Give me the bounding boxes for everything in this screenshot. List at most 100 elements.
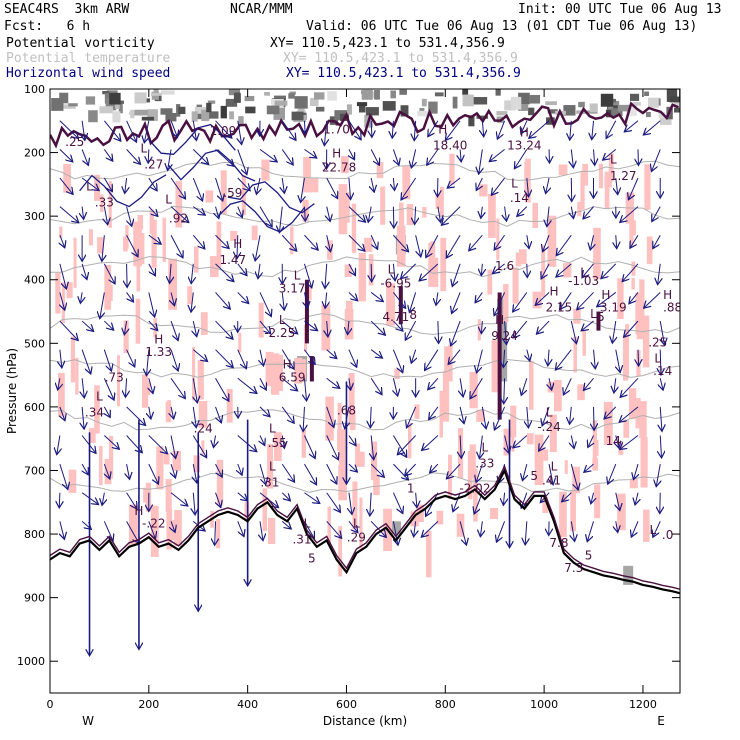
pv-shade-cell [156,446,164,490]
theta-contours [50,160,680,493]
wind-vector [430,463,439,472]
wind-vector [348,435,355,445]
wind-vector [170,263,171,283]
pv-label: L [269,459,276,473]
wind-vector [370,292,382,301]
wind-vector [527,235,529,247]
pv-label: .59 [223,186,242,200]
cloud-cell [421,98,427,107]
pv-shade-cell [100,194,104,213]
pv-shade-cell [479,184,488,197]
pv-shade-cell [622,335,629,381]
field-theta-range: XY= 110.5,423.1 to 531.4,356.9 [283,51,518,66]
wind-vector [503,492,504,505]
wind-vector [656,464,660,486]
cloud-cell [207,100,216,104]
cloud-cell [288,93,295,99]
pv-shade-cell [123,320,129,354]
pv-shade-cell [632,220,636,236]
cloud-cell [208,111,219,119]
wind-vector [592,120,594,139]
theta-contour [50,160,680,181]
wind-vector [126,206,132,226]
wind-vector [348,206,365,222]
pv-label: .33 [475,456,494,470]
wind-vector [460,406,464,423]
pv-label: L [86,180,93,194]
wind-vector [616,435,619,448]
wind-vector [127,464,130,478]
wind-vector [564,378,572,394]
wind-vector [59,177,73,194]
wind-vector [103,263,114,283]
wind-vector [170,177,185,198]
wind-vector [125,378,126,396]
wind-vector [429,406,439,419]
wind-vector [547,206,549,226]
cloud-cell [358,105,366,113]
pv-shade-cell [294,357,303,384]
pv-label: 22.78 [322,161,356,175]
wind-vector [281,320,297,333]
wind-vector [607,120,617,138]
pv-label: H [520,126,529,140]
wind-vector [481,206,482,218]
wind-vector [304,378,306,400]
wind-vector [571,521,574,540]
pv-label: -2.02 [459,482,490,496]
pv-shade-cell [358,252,366,302]
wind-vector [168,149,171,169]
cloud-cell [134,109,149,116]
wind-vector [416,492,417,507]
wind-vector [304,148,316,157]
wind-vector [349,492,352,514]
surface-pv-contour [50,464,680,590]
pv-shade-cell [592,420,597,465]
field-pv-name: Potential vorticity [6,36,155,51]
pv-shade-cell [128,504,138,546]
cloud-cell [245,106,256,114]
pv-label: -1.03 [568,274,599,288]
wind-vector [193,492,195,514]
wind-vector [260,435,264,445]
wind-vector [549,378,551,389]
wind-vector [621,206,639,222]
wind-vector [542,263,550,278]
pv-shade-cell [230,230,238,241]
wind-speed-contour [217,200,306,233]
wind-vector [304,120,305,133]
wind-vector [59,320,78,340]
wind-vector [103,149,112,160]
cloud-cell [528,107,535,116]
wind-vector [616,349,620,372]
pv-shade-cell [265,351,274,387]
wind-vector [624,320,639,336]
wind-vector [658,263,661,284]
pv-shade-cell [73,237,77,288]
pv-shade-cell [352,481,358,530]
wind-vector [570,320,576,343]
wind-vector [100,292,104,317]
cloud-cell [201,109,210,122]
pv-shade-cell [151,219,157,268]
wind-vector [477,349,483,372]
cloud-cell [356,102,368,107]
wind-vector [171,406,173,418]
wind-vector [591,492,593,503]
pv-shade-cell [338,526,342,577]
wind-vector [349,177,351,199]
wind-vector [57,435,60,454]
wind-vector [192,234,204,248]
wind-vector [281,406,293,423]
pv-label: L [96,390,103,404]
wind-vector [393,234,408,251]
wind-vector [392,349,402,372]
pv-shade-cell [174,510,182,546]
wind-vector [304,206,305,221]
wind-vector [393,292,405,307]
wind-vector [447,463,461,478]
pv-label: .73 [105,370,124,384]
wind-vector [259,206,272,226]
wind-vector [59,120,78,138]
pv-shade-cell [57,372,65,417]
